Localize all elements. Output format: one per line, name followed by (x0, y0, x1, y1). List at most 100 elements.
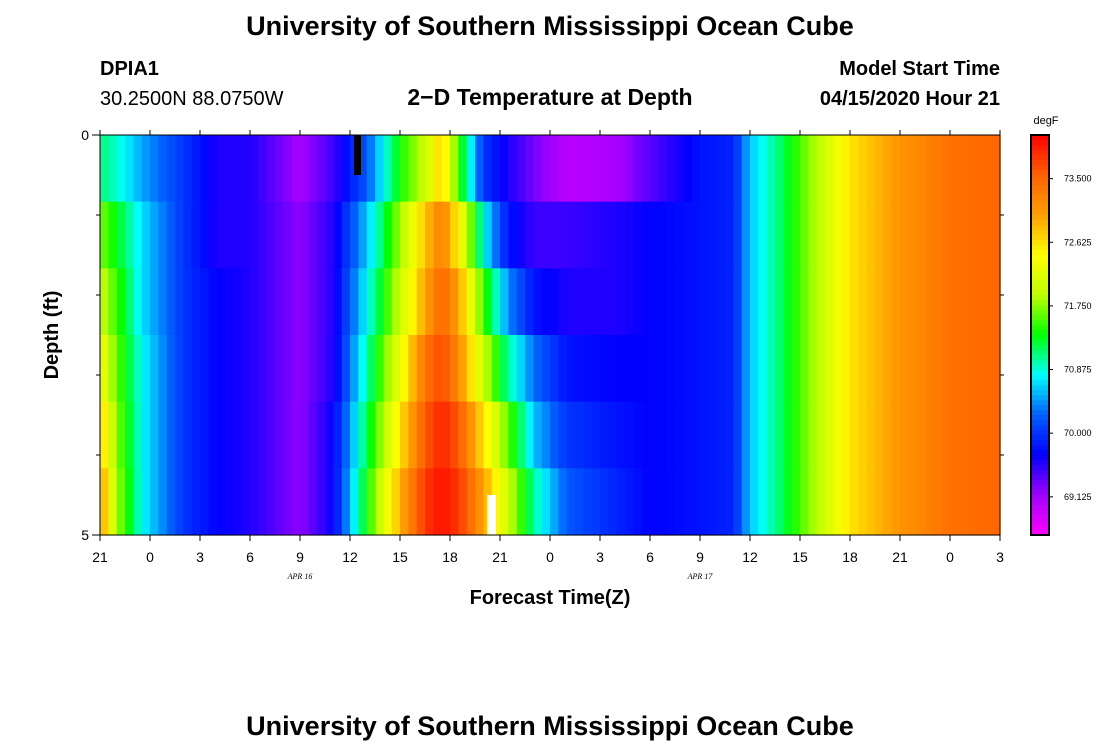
heatmap-cell (291, 468, 301, 536)
colorbar-band (1031, 415, 1049, 421)
heatmap-cell (858, 468, 868, 536)
heatmap-cell (141, 468, 151, 536)
colorbar-band (1031, 495, 1049, 501)
heatmap-cell (816, 201, 826, 269)
date-label: APR 16 (287, 572, 313, 581)
heatmap-cell (508, 201, 518, 269)
heatmap-cell (516, 401, 526, 469)
heatmap-cell (800, 135, 809, 203)
heatmap-cell (591, 468, 601, 536)
heatmap-cell (125, 201, 134, 269)
heatmap-cell (850, 268, 859, 336)
heatmap-cell (650, 135, 659, 203)
heatmap-cell (875, 468, 884, 536)
heatmap-cell (841, 401, 851, 469)
page-title: University of Southern Mississippi Ocean… (246, 11, 854, 41)
heatmap-cell (275, 401, 284, 469)
heatmap-cell (608, 268, 618, 336)
heatmap-cell (991, 268, 1001, 336)
heatmap-cell (775, 268, 784, 336)
heatmap-cell (566, 401, 576, 469)
heatmap-cell (658, 268, 668, 336)
heatmap-cell (716, 335, 726, 403)
heatmap-cell (150, 201, 159, 269)
heatmap-cell (825, 135, 834, 203)
heatmap-cell (750, 335, 759, 403)
heatmap-cell (275, 268, 284, 336)
heatmap-cell (283, 201, 293, 269)
heatmap-cell (583, 468, 593, 536)
heatmap-cell (183, 135, 193, 203)
x-tick-label: 0 (946, 549, 954, 565)
heatmap-cell (891, 201, 901, 269)
heatmap-cell (925, 401, 934, 469)
colorbar-band (1031, 280, 1049, 286)
heatmap-cell (741, 268, 751, 336)
heatmap-cell (191, 401, 201, 469)
heatmap-cell (458, 401, 468, 469)
heatmap-cell (466, 135, 476, 203)
colorbar-tick-label: 70.875 (1064, 365, 1092, 375)
heatmap-cell (875, 335, 884, 403)
heatmap-cell (758, 268, 768, 336)
heatmap-cell (466, 268, 476, 336)
colorbar-band (1031, 165, 1049, 171)
heatmap-cell (858, 401, 868, 469)
heatmap-cell (583, 268, 593, 336)
heatmap-cell (125, 268, 134, 336)
heatmap-cell (841, 468, 851, 536)
colorbar-band (1031, 275, 1049, 281)
heatmap-cell (275, 135, 284, 203)
heatmap-cell (866, 335, 876, 403)
heatmap-cell (108, 201, 118, 269)
colorbar-band (1031, 300, 1049, 306)
heatmap-cell (866, 401, 876, 469)
heatmap-cell (391, 335, 401, 403)
heatmap-cell (550, 201, 559, 269)
x-tick-label: 15 (792, 549, 808, 565)
heatmap-cell (758, 201, 768, 269)
x-tick-label: 0 (146, 549, 154, 565)
heatmap-cell (325, 268, 334, 336)
colorbar-band (1031, 330, 1049, 336)
heatmap-cell (266, 135, 276, 203)
heatmap-cell (791, 401, 801, 469)
colorbar-band (1031, 340, 1049, 346)
heatmap-cell (808, 201, 818, 269)
heatmap-cell (950, 335, 959, 403)
heatmap-cell (975, 401, 984, 469)
heatmap-cell (241, 135, 251, 203)
colorbar-band (1031, 180, 1049, 186)
heatmap-cell (316, 401, 326, 469)
heatmap-cell (366, 201, 376, 269)
heatmap-cell (850, 201, 859, 269)
heatmap-cell (141, 401, 151, 469)
colorbar-band (1031, 245, 1049, 251)
heatmap-cell (241, 268, 251, 336)
heatmap-cell (391, 201, 401, 269)
heatmap-cell (983, 468, 993, 536)
x-tick-label: 21 (892, 549, 908, 565)
heatmap-cell (658, 201, 668, 269)
heatmap-cell (175, 135, 184, 203)
heatmap-cell (400, 201, 409, 269)
heatmap-cell (425, 335, 434, 403)
heatmap-cell (950, 401, 959, 469)
heatmap-cell (700, 201, 709, 269)
colorbar-band (1031, 210, 1049, 216)
heatmap-cell (400, 135, 409, 203)
heatmap-cell (241, 335, 251, 403)
heatmap-cell (133, 201, 143, 269)
station-coords: 30.2500N 88.0750W (100, 88, 284, 110)
heatmap-cell (583, 401, 593, 469)
heatmap-cell (300, 468, 309, 536)
footer-title: University of Southern Mississippi Ocean… (246, 711, 854, 741)
heatmap-cell (541, 335, 551, 403)
heatmap-cell (641, 201, 651, 269)
heatmap-cell (625, 135, 634, 203)
heatmap-cell (758, 401, 768, 469)
heatmap-cell (766, 468, 776, 536)
heatmap-cell (700, 401, 709, 469)
heatmap-cell (225, 135, 234, 203)
